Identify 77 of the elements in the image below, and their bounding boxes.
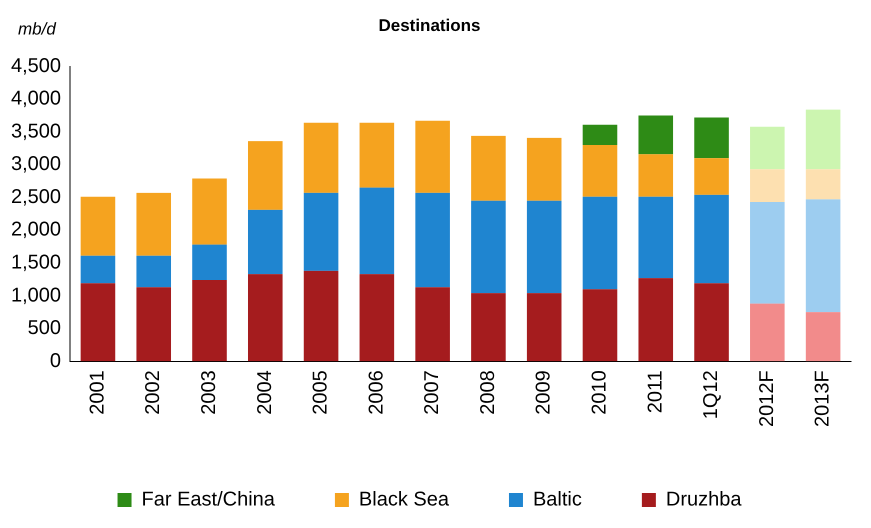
bar <box>192 178 227 245</box>
bar <box>750 126 785 170</box>
bar <box>304 122 338 193</box>
chart-title: Destinations <box>378 16 481 35</box>
bar <box>360 188 394 274</box>
bar <box>304 192 338 271</box>
y-tick-label: 2,000 <box>10 218 62 241</box>
bar <box>694 158 729 195</box>
x-tick-label: 2002 <box>142 370 164 415</box>
y-tick-label: 4,500 <box>10 54 62 77</box>
bar <box>136 287 172 362</box>
bar <box>638 116 674 154</box>
bar <box>806 199 840 312</box>
bar <box>638 196 674 278</box>
bar <box>750 202 785 304</box>
y-tick-label: 0 <box>50 350 62 372</box>
bar <box>248 210 283 274</box>
bar <box>136 256 172 288</box>
bar <box>192 280 227 362</box>
x-tick-label: 1Q12 <box>700 370 722 420</box>
bar <box>638 278 674 362</box>
x-tick-label: 2007 <box>421 370 444 415</box>
x-tick-label: 2006 <box>365 370 388 415</box>
y-tick-label: 3,000 <box>10 153 62 176</box>
bar <box>582 145 618 197</box>
bar <box>526 200 562 294</box>
bar <box>192 244 227 280</box>
bar <box>526 138 562 201</box>
y-tick-label: 2,500 <box>10 186 62 208</box>
bar <box>806 110 840 170</box>
y-tick-label: 500 <box>28 317 62 340</box>
x-tick-label: 2013F <box>812 370 834 428</box>
y-tick-label: 1,000 <box>10 284 62 306</box>
x-tick-label: 2005 <box>310 370 332 415</box>
legend-label: Baltic <box>532 488 582 511</box>
x-tick-label: 2010 <box>588 370 610 415</box>
x-tick-label: 2001 <box>86 370 108 415</box>
bar <box>80 256 116 284</box>
x-tick-label: 2004 <box>254 370 276 415</box>
bar <box>750 304 785 362</box>
bar <box>582 289 618 362</box>
y-tick-label: 3,500 <box>10 120 62 142</box>
bar <box>471 293 506 362</box>
bar <box>80 196 116 256</box>
y-tick-label: 1,500 <box>10 252 62 274</box>
bar <box>304 270 338 362</box>
bar <box>638 154 674 197</box>
x-tick-label: 2009 <box>532 370 555 415</box>
legend-label: Far East/China <box>142 488 276 511</box>
bar <box>471 200 506 294</box>
bar <box>526 293 562 362</box>
x-tick-label: 2003 <box>198 370 220 415</box>
bar <box>248 141 283 210</box>
legend-label: Black Sea <box>358 488 450 511</box>
y-tick-label: 4,000 <box>10 88 62 110</box>
bar <box>80 283 116 362</box>
bar <box>136 192 172 256</box>
x-tick-label: 2011 <box>644 370 666 414</box>
bar <box>471 136 506 201</box>
bar <box>360 274 394 362</box>
bar <box>694 118 729 158</box>
x-tick-label: 2008 <box>476 370 499 415</box>
x-tick-label: 2012F <box>756 370 778 428</box>
bar <box>806 169 840 200</box>
bar <box>415 287 450 362</box>
y-axis-title: mb/d <box>18 20 56 39</box>
bar <box>360 122 394 188</box>
bar <box>582 124 618 146</box>
bar <box>415 120 450 193</box>
bar <box>750 169 785 202</box>
bar <box>694 194 729 284</box>
legend-label: Druzhba <box>666 488 742 511</box>
bar <box>806 312 840 362</box>
bar <box>694 283 729 362</box>
bar <box>582 196 618 290</box>
bar <box>248 274 283 362</box>
bar <box>415 192 450 288</box>
